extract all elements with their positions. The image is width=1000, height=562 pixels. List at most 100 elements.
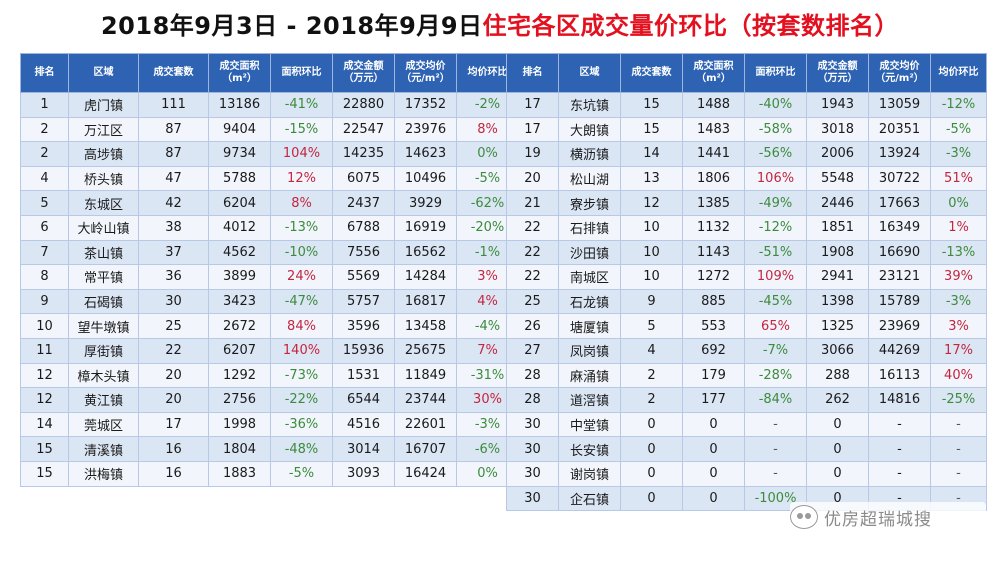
rank-cell: 10 — [20, 313, 69, 339]
table-row: 6 大岭山镇 38 4012 -13% 6788 16919 -20% — [20, 214, 519, 241]
table-row: 5 东城区 42 6204 8% 2437 3929 -62% — [20, 190, 519, 216]
amount-cell: 3093 — [332, 460, 395, 487]
district-cell: 石排镇 — [558, 214, 621, 241]
avg-price-cell: 10496 — [394, 165, 457, 192]
watermark-text: 优房超瑞城搜 — [824, 509, 932, 530]
col-header-units: 成交套数 — [138, 53, 209, 93]
title-highlight: 住宅各区成交量价环比（按套数排名） — [482, 12, 900, 40]
district-cell: 石龙镇 — [558, 288, 621, 315]
col-header-avg-price: 成交均价（元/m²） — [868, 53, 931, 93]
rank-cell: 22 — [506, 264, 559, 290]
price-change-cell: - — [930, 460, 987, 487]
district-cell: 石碣镇 — [68, 288, 139, 315]
area-change-cell: 140% — [270, 337, 333, 364]
units-cell: 14 — [620, 141, 683, 167]
rank-cell: 17 — [506, 92, 559, 118]
units-cell: 0 — [620, 436, 683, 462]
units-cell: 42 — [138, 190, 209, 216]
price-change-cell: -5% — [930, 116, 987, 143]
area-change-cell: 106% — [744, 165, 807, 192]
rank-cell: 2 — [20, 116, 69, 143]
units-cell: 4 — [620, 337, 683, 364]
price-change-cell: 39% — [930, 264, 987, 290]
col-header-area: 成交面积（m²） — [208, 53, 271, 93]
amount-cell: 1531 — [332, 362, 395, 389]
col-header-area-change: 面积环比 — [744, 53, 807, 93]
amount-cell: 1943 — [806, 92, 869, 118]
area-change-cell: 104% — [270, 141, 333, 167]
avg-price-cell: - — [868, 460, 931, 487]
avg-price-cell: 22601 — [394, 411, 457, 438]
col-header-units: 成交套数 — [620, 53, 683, 93]
avg-price-cell: 16919 — [394, 214, 457, 241]
avg-price-cell: 14284 — [394, 264, 457, 290]
rank-cell: 9 — [20, 288, 69, 315]
rank-cell: 30 — [506, 411, 559, 438]
district-cell: 南城区 — [558, 264, 621, 290]
rank-cell: 15 — [20, 436, 69, 462]
area-change-cell: -5% — [270, 460, 333, 487]
price-change-cell: 51% — [930, 165, 987, 192]
rank-cell: 4 — [20, 165, 69, 192]
amount-cell: 0 — [806, 411, 869, 438]
area-cell: 6207 — [208, 337, 271, 364]
units-cell: 5 — [620, 313, 683, 339]
avg-price-cell: - — [868, 436, 931, 462]
amount-cell: 5548 — [806, 165, 869, 192]
table-row: 2 高埗镇 87 9734 104% 14235 14623 0% — [20, 141, 519, 167]
area-change-cell: -51% — [744, 239, 807, 266]
table-row: 21 寮步镇 12 1385 -49% 2446 17663 0% — [506, 190, 987, 216]
district-cell: 塘厦镇 — [558, 313, 621, 339]
rank-cell: 19 — [506, 141, 559, 167]
avg-price-cell: 11849 — [394, 362, 457, 389]
area-change-cell: - — [744, 460, 807, 487]
rank-cell: 28 — [506, 362, 559, 389]
area-cell: 1441 — [682, 141, 745, 167]
area-cell: 0 — [682, 411, 745, 438]
amount-cell: 0 — [806, 460, 869, 487]
district-cell: 莞城区 — [68, 411, 139, 438]
units-cell: 2 — [620, 362, 683, 389]
district-cell: 常平镇 — [68, 264, 139, 290]
district-cell: 茶山镇 — [68, 239, 139, 266]
area-cell: 2756 — [208, 387, 271, 413]
price-change-cell: -3% — [930, 141, 987, 167]
col-header-rank: 排名 — [506, 53, 559, 93]
amount-cell: 3018 — [806, 116, 869, 143]
col-header-amount: 成交金额（万元） — [806, 53, 869, 93]
avg-price-cell: 3929 — [394, 190, 457, 216]
units-cell: 15 — [620, 92, 683, 118]
area-cell: 4562 — [208, 239, 271, 266]
col-header-area-change: 面积环比 — [270, 53, 333, 93]
rank-cell: 30 — [506, 460, 559, 487]
area-change-cell: -100% — [744, 485, 807, 512]
rank-cell: 2 — [20, 141, 69, 167]
amount-cell: 3066 — [806, 337, 869, 364]
amount-cell: 2941 — [806, 264, 869, 290]
ranking-table-left: 排名 区域 成交套数 成交面积（m²） 面积环比 成交金额（万元） 成交均价（元… — [20, 53, 519, 487]
rank-cell: 14 — [20, 411, 69, 438]
avg-price-cell: 16817 — [394, 288, 457, 315]
amount-cell: 1325 — [806, 313, 869, 339]
units-cell: 13 — [620, 165, 683, 192]
avg-price-cell: 13924 — [868, 141, 931, 167]
district-cell: 樟木头镇 — [68, 362, 139, 389]
district-cell: 高埗镇 — [68, 141, 139, 167]
table-row: 7 茶山镇 37 4562 -10% 7556 16562 -1% — [20, 239, 519, 266]
amount-cell: 3014 — [332, 436, 395, 462]
rank-cell: 12 — [20, 362, 69, 389]
area-cell: 1806 — [682, 165, 745, 192]
table-row: 15 洪梅镇 16 1883 -5% 3093 16424 0% — [20, 460, 519, 487]
district-cell: 企石镇 — [558, 485, 621, 512]
district-cell: 寮步镇 — [558, 190, 621, 216]
rank-cell: 30 — [506, 436, 559, 462]
avg-price-cell: 13458 — [394, 313, 457, 339]
units-cell: 20 — [138, 362, 209, 389]
price-change-cell: -12% — [930, 92, 987, 118]
rank-cell: 8 — [20, 264, 69, 290]
area-change-cell: -49% — [744, 190, 807, 216]
avg-price-cell: 20351 — [868, 116, 931, 143]
area-cell: 885 — [682, 288, 745, 315]
area-cell: 1483 — [682, 116, 745, 143]
table-header-row: 排名 区域 成交套数 成交面积（m²） 面积环比 成交金额（万元） 成交均价（元… — [20, 53, 519, 93]
